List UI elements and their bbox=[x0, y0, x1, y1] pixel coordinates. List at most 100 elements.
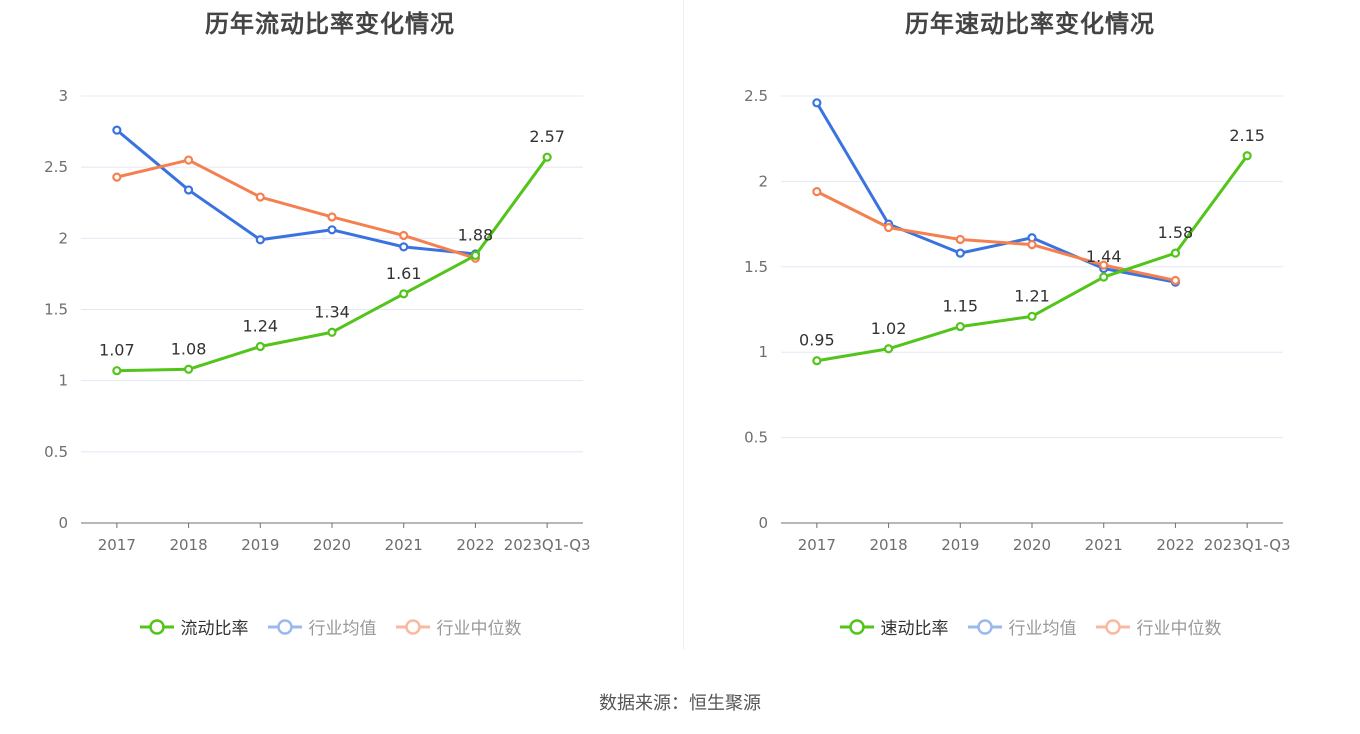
y-tick-label: 0.5 bbox=[44, 443, 68, 461]
x-tick-label: 2018 bbox=[869, 536, 907, 554]
x-tick-label: 2021 bbox=[1085, 536, 1123, 554]
data-label: 1.07 bbox=[99, 341, 135, 360]
data-label: 2.15 bbox=[1229, 126, 1265, 145]
y-tick-label: 0 bbox=[58, 514, 68, 532]
x-tick-label: 2021 bbox=[385, 536, 423, 554]
data-point-average[interactable] bbox=[812, 98, 822, 108]
data-point-main[interactable] bbox=[1170, 248, 1181, 258]
data-label: 1.88 bbox=[458, 225, 494, 244]
legend-line-circle-icon bbox=[267, 618, 302, 635]
data-point-main[interactable] bbox=[1027, 311, 1037, 321]
data-point-main[interactable] bbox=[542, 152, 552, 162]
data-point-main[interactable] bbox=[812, 356, 822, 366]
data-point-average[interactable] bbox=[955, 248, 965, 258]
legend-item-main[interactable]: 速动比率 bbox=[839, 614, 949, 639]
series-line-average bbox=[815, 102, 1176, 284]
current-ratio-panel: 历年流动比率变化情况 0 0.5 1 1.5 2 2.5 3 2017 2018 2019 2020… bbox=[0, 0, 680, 660]
data-label: 1.02 bbox=[871, 319, 907, 338]
legend-line-circle-icon bbox=[967, 618, 1002, 635]
y-tick-label: 2.5 bbox=[744, 87, 768, 105]
series-line-median bbox=[816, 190, 1176, 282]
data-point-median[interactable] bbox=[1099, 260, 1109, 270]
series-line-median bbox=[116, 158, 476, 260]
quick-ratio-panel: 历年速动比率变化情况 0 0.5 1 1.5 2 2.5 2017 2018 2019 2020 2… bbox=[700, 0, 1360, 660]
data-point-median[interactable] bbox=[955, 234, 965, 245]
x-tick-label: 2017 bbox=[798, 536, 836, 554]
y-tick-label: 2 bbox=[758, 172, 768, 190]
legend-line-circle-icon bbox=[1095, 618, 1130, 635]
quick-ratio-chart: 0 0.5 1 1.5 2 2.5 2017 2018 2019 2020 2021 2022 2023… bbox=[744, 87, 1291, 554]
y-tick-label: 1 bbox=[758, 343, 768, 361]
data-label: 1.24 bbox=[242, 317, 278, 336]
data-point-median[interactable] bbox=[112, 172, 122, 182]
y-tick-label: 1.5 bbox=[44, 301, 68, 319]
legend-item-average[interactable]: 行业均值 bbox=[967, 614, 1077, 639]
panel-divider bbox=[683, 0, 684, 650]
data-point-main[interactable] bbox=[1099, 272, 1109, 282]
data-point-main[interactable] bbox=[470, 250, 481, 261]
legend-line-circle-icon bbox=[395, 618, 430, 635]
data-point-main[interactable] bbox=[883, 344, 894, 354]
data-point-average[interactable] bbox=[327, 225, 337, 235]
series-line-average bbox=[115, 129, 476, 256]
legend-item-median[interactable]: 行业中位数 bbox=[395, 614, 522, 639]
data-point-average[interactable] bbox=[112, 125, 122, 135]
y-tick-label: 1 bbox=[58, 372, 68, 390]
data-label: 1.15 bbox=[942, 297, 978, 316]
legend-item-average[interactable]: 行业均值 bbox=[267, 614, 377, 639]
x-tick-label: 2020 bbox=[313, 536, 351, 554]
y-tick-label: 0.5 bbox=[744, 429, 768, 447]
legend-label: 行业均值 bbox=[308, 619, 377, 639]
data-point-median[interactable] bbox=[327, 212, 337, 222]
data-source: 数据来源：恒生聚源 bbox=[599, 693, 761, 714]
data-label: 1.61 bbox=[386, 264, 422, 283]
x-tick-label: 2022 bbox=[1156, 536, 1194, 554]
chart-title: 历年速动比率变化情况 bbox=[905, 10, 1155, 38]
data-point-main[interactable] bbox=[112, 366, 122, 376]
current-ratio-chart: 0 0.5 1 1.5 2 2.5 3 2017 2018 2019 2020 2021 2022 202… bbox=[44, 87, 591, 554]
data-point-main[interactable] bbox=[183, 364, 194, 374]
data-point-median[interactable] bbox=[883, 222, 894, 233]
x-tick-label: 2018 bbox=[169, 536, 207, 554]
legend-item-median[interactable]: 行业中位数 bbox=[1095, 614, 1222, 639]
chart-legend: 流动比率 行业均值 行业中位数 bbox=[0, 614, 660, 639]
data-point-main[interactable] bbox=[1242, 151, 1252, 161]
y-tick-label: 3 bbox=[58, 87, 68, 105]
legend-label: 行业中位数 bbox=[436, 619, 522, 639]
x-tick-label: 2017 bbox=[98, 536, 136, 554]
data-point-median[interactable] bbox=[1027, 239, 1037, 250]
y-tick-label: 0 bbox=[758, 514, 768, 532]
legend-line-circle-icon bbox=[839, 618, 874, 635]
x-tick-label: 2023Q1-Q3 bbox=[504, 536, 591, 554]
data-point-average[interactable] bbox=[399, 242, 409, 252]
data-point-median[interactable] bbox=[399, 230, 409, 241]
chart-title: 历年流动比率变化情况 bbox=[205, 10, 455, 38]
legend-label: 行业均值 bbox=[1008, 619, 1077, 639]
x-tick-label: 2023Q1-Q3 bbox=[1204, 536, 1291, 554]
legend-label: 速动比率 bbox=[880, 619, 949, 639]
data-point-median[interactable] bbox=[1170, 275, 1181, 286]
x-tick-label: 2020 bbox=[1013, 536, 1051, 554]
data-point-main[interactable] bbox=[327, 327, 337, 337]
y-tick-label: 1.5 bbox=[744, 258, 768, 276]
data-label: 1.21 bbox=[1014, 286, 1050, 305]
data-label: 1.44 bbox=[1086, 247, 1122, 266]
data-point-median[interactable] bbox=[183, 155, 194, 165]
x-tick-label: 2022 bbox=[456, 536, 494, 554]
legend-item-main[interactable]: 流动比率 bbox=[139, 614, 249, 639]
data-point-main[interactable] bbox=[399, 289, 409, 299]
data-point-average[interactable] bbox=[255, 235, 265, 245]
x-tick-label: 2019 bbox=[941, 536, 979, 554]
legend-line-circle-icon bbox=[139, 618, 174, 635]
data-label: 2.57 bbox=[529, 127, 565, 146]
data-label: 1.58 bbox=[1158, 223, 1194, 242]
data-point-main[interactable] bbox=[955, 321, 965, 332]
data-point-median[interactable] bbox=[255, 192, 265, 202]
data-point-main[interactable] bbox=[255, 341, 265, 352]
data-point-average[interactable] bbox=[183, 185, 194, 195]
legend-label: 行业中位数 bbox=[1136, 619, 1222, 639]
data-label: 1.34 bbox=[314, 302, 350, 321]
x-tick-label: 2019 bbox=[241, 536, 279, 554]
data-label: 1.08 bbox=[171, 339, 207, 358]
data-point-median[interactable] bbox=[812, 187, 822, 197]
